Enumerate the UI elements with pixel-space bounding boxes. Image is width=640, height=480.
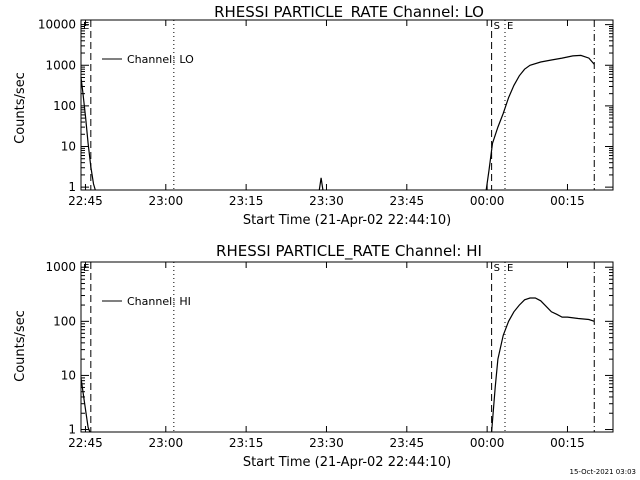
y-axis-label: Counts/sec xyxy=(13,310,28,382)
x-tick-label: 23:00 xyxy=(149,194,184,208)
event-marker-label: E xyxy=(83,21,89,32)
series-line xyxy=(491,297,595,433)
chart-title: RHESSI PARTICLE_RATE Channel: LO xyxy=(214,3,484,22)
series-line xyxy=(80,377,91,433)
x-tick-label: 23:15 xyxy=(229,436,264,450)
y-tick-label: 1 xyxy=(68,180,76,194)
legend-label: Channel: HI xyxy=(127,295,191,308)
x-tick-label: 23:30 xyxy=(309,194,344,208)
event-marker-label: E xyxy=(507,21,513,32)
x-tick-label: 23:15 xyxy=(229,194,264,208)
series-line xyxy=(485,54,595,191)
y-tick-label: 10 xyxy=(61,368,76,382)
x-tick-label: 00:15 xyxy=(550,436,585,450)
x-tick-label: 22:45 xyxy=(68,194,103,208)
y-tick-label: 100 xyxy=(53,99,76,113)
y-tick-label: 1000 xyxy=(45,58,76,72)
y-tick-label: 100 xyxy=(53,314,76,328)
chart-title: RHESSI PARTICLE_RATE Channel: HI xyxy=(216,242,482,261)
y-tick-label: 1 xyxy=(68,423,76,437)
y-tick-label: 10000 xyxy=(38,18,76,32)
event-marker-label: E xyxy=(507,263,513,274)
plot-frame xyxy=(80,19,614,191)
x-tick-label: 00:00 xyxy=(470,194,505,208)
y-tick-label: 10 xyxy=(61,140,76,154)
x-axis-label: Start Time (21-Apr-02 22:44:10) xyxy=(243,213,451,228)
y-tick-label: 1000 xyxy=(45,260,76,274)
x-tick-label: 23:00 xyxy=(149,436,184,450)
event-marker-label: E xyxy=(83,263,89,274)
x-tick-label: 23:30 xyxy=(309,436,344,450)
chart-hi: RHESSI PARTICLE_RATE Channel: HI Start T… xyxy=(13,242,614,470)
footer-timestamp: 15-Oct-2021 03:03 xyxy=(570,468,636,476)
x-tick-label: 00:15 xyxy=(550,194,585,208)
plot-frame xyxy=(80,261,614,433)
x-tick-label: 22:45 xyxy=(68,436,103,450)
series-line xyxy=(80,77,96,191)
x-tick-label: 23:45 xyxy=(390,194,425,208)
series-line xyxy=(318,177,324,191)
x-axis-label: Start Time (21-Apr-02 22:44:10) xyxy=(243,455,451,470)
legend-label: Channel: LO xyxy=(127,53,194,66)
event-marker-label: S xyxy=(494,263,500,274)
y-axis-label: Counts/sec xyxy=(13,72,28,144)
event-marker-label: S xyxy=(494,21,500,32)
chart-lo: RHESSI PARTICLE_RATE Channel: LO Start T… xyxy=(13,3,614,228)
x-tick-label: 00:00 xyxy=(470,436,505,450)
x-tick-label: 23:45 xyxy=(390,436,425,450)
